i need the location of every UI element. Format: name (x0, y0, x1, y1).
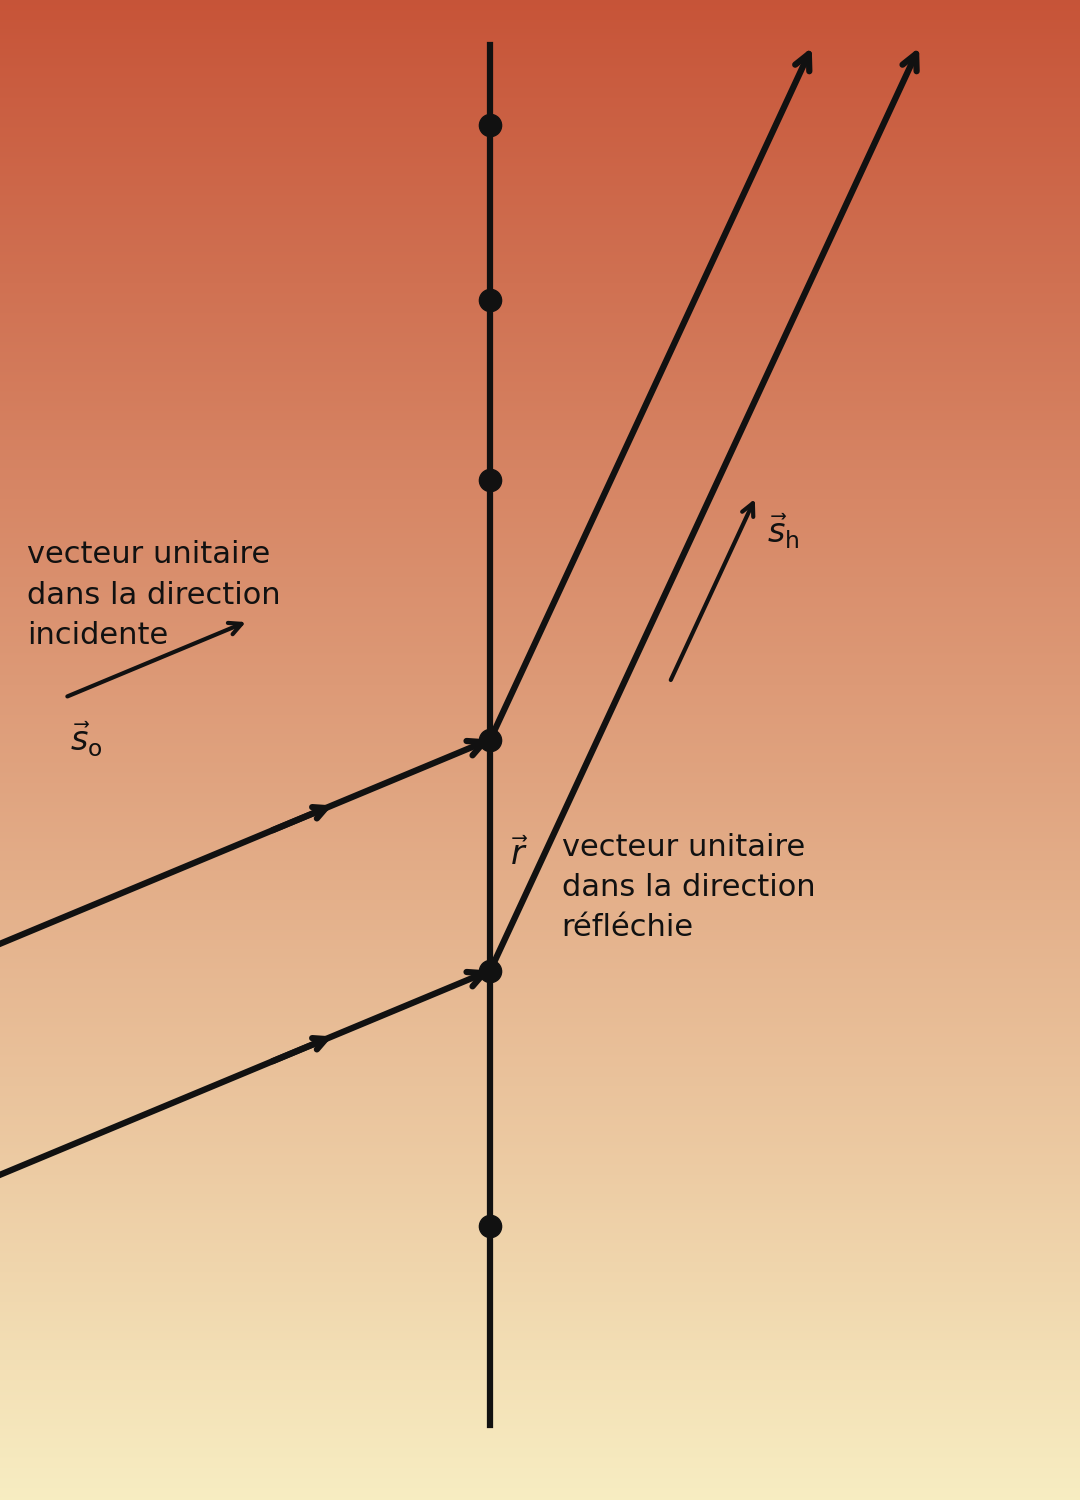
Text: vecteur unitaire
dans la direction
réfléchie: vecteur unitaire dans la direction réflé… (562, 833, 815, 942)
Text: $\vec{s}_{\mathrm{h}}$: $\vec{s}_{\mathrm{h}}$ (767, 512, 799, 550)
Text: $\vec{s}_{\mathrm{o}}$: $\vec{s}_{\mathrm{o}}$ (70, 720, 103, 759)
Text: $\vec{r}$: $\vec{r}$ (510, 839, 528, 872)
Text: vecteur unitaire
dans la direction
incidente: vecteur unitaire dans la direction incid… (27, 540, 281, 650)
